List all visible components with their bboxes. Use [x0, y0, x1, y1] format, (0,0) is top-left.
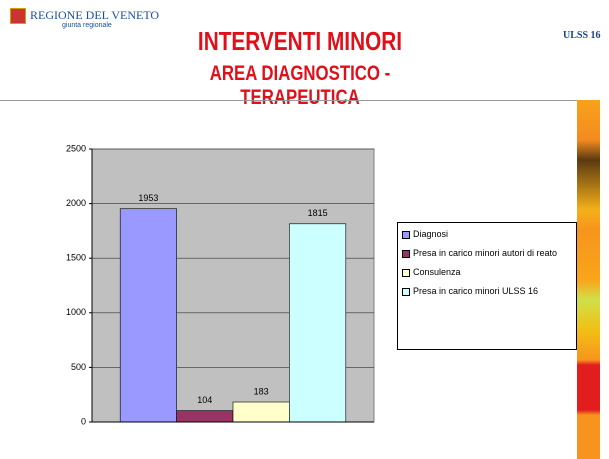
legend-item: Diagnosi [402, 229, 572, 239]
chart: 0 500 1000 1500 2000 2500 1953 104 183 1815 [66, 143, 375, 426]
legend-label: Presa in carico minori ULSS 16 [413, 286, 539, 296]
y-tick-label: 1000 [66, 307, 86, 317]
legend-item: Presa in carico minori autori di reato [402, 248, 572, 258]
y-tick-label: 500 [71, 362, 86, 372]
region-name: REGIONE DEL VENETO [30, 8, 160, 22]
y-tick-label: 2500 [66, 143, 86, 153]
y-tick-label: 0 [81, 416, 86, 426]
legend-item: Consulenza [402, 267, 572, 277]
bar [176, 410, 234, 423]
title: INTERVENTI MINORI [197, 26, 403, 56]
y-tick-label: 2000 [66, 198, 86, 208]
subtitle: AREA DIAGNOSTICO - TERAPEUTICA [209, 62, 391, 109]
legend-item: Presa in carico minori ULSS 16 [402, 286, 572, 296]
legend-swatch [402, 269, 410, 277]
bar [232, 401, 290, 423]
data-label: 104 [197, 395, 212, 405]
legend-label: Diagnosi [413, 229, 449, 239]
y-tick-label: 1500 [66, 253, 86, 263]
data-label: 183 [254, 386, 269, 396]
legend-swatch [402, 231, 410, 239]
legend-swatch [402, 288, 410, 296]
legend-label: Consulenza [413, 267, 461, 277]
legend-label: Presa in carico minori autori di reato [413, 248, 558, 258]
header-rule [0, 100, 577, 101]
legend-swatch [402, 250, 410, 258]
region-sub: giunta regionale [62, 22, 112, 29]
legend: Diagnosi Presa in carico minori autori di… [397, 222, 577, 350]
bar [119, 208, 177, 423]
ulss-logo: ULSS 16 [563, 30, 601, 41]
bar [289, 223, 347, 423]
data-label: 1953 [138, 193, 158, 203]
side-strip [577, 100, 600, 459]
region-logo [10, 8, 26, 24]
data-label: 1815 [308, 208, 328, 218]
